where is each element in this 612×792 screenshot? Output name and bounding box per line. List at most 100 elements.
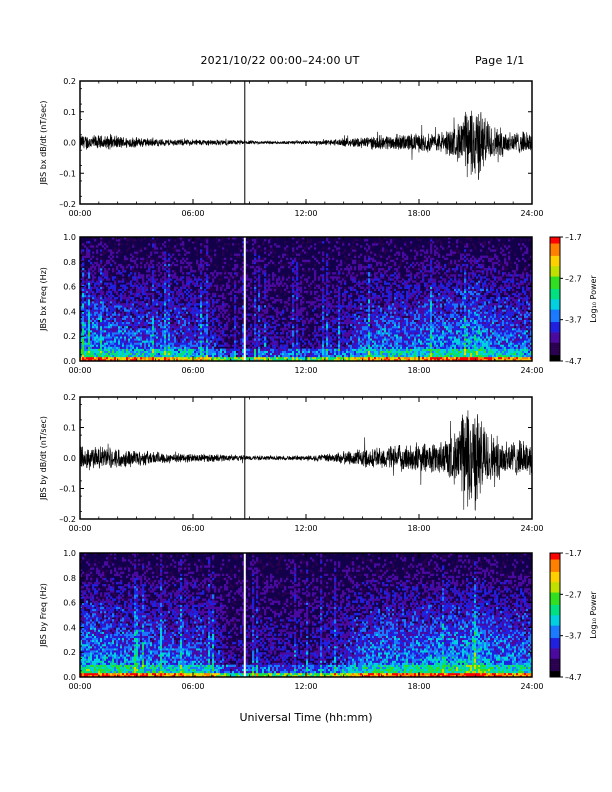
spectrogram-cell [136,285,138,287]
spectrogram-cell [162,322,164,324]
spectrogram-cell [88,344,90,346]
spectrogram-cell [176,351,178,353]
spectrogram-cell [132,324,134,326]
spectrogram-cell [118,324,120,326]
spectrogram-cell [338,274,340,276]
spectrogram-cell [150,330,152,332]
spectrogram-cell [124,324,126,326]
spectrogram-cell [188,334,190,336]
spectrogram-cell [280,291,282,293]
spectrogram-cell [288,349,290,351]
spectrogram-cell [316,332,318,334]
spectrogram-cell [326,316,328,318]
spectrogram-cell [314,349,316,351]
spectrogram-cell [154,316,156,318]
spectrogram-cell [132,330,134,332]
spectrogram-cell [208,353,210,355]
spectrogram-cell [176,297,178,299]
spectrogram-cell [130,357,132,359]
spectrogram-cell [282,313,284,315]
spectrogram-cell [312,351,314,353]
spectrogram-cell [108,268,110,270]
spectrogram-cell [270,336,272,338]
spectrogram-cell [180,289,182,291]
spectrogram-cell [160,338,162,340]
spectrogram-cell [336,324,338,326]
spectrogram-cell [202,303,204,305]
spectrogram-cell [162,330,164,332]
spectrogram-cell [314,351,316,353]
spectrogram-cell [274,274,276,276]
spectrogram-cell [236,353,238,355]
spectrogram-cell [162,353,164,355]
spectrogram-cell [88,297,90,299]
spectrogram-cell [162,324,164,326]
spectrogram-cell [274,289,276,291]
spectrogram-cell [86,289,88,291]
spectrogram-cell [258,256,260,258]
spectrogram-cell [188,320,190,322]
spectrogram-cell [230,276,232,278]
spectrogram-cell [254,301,256,303]
spectrogram-cell [186,297,188,299]
spectrogram-cell [104,313,106,315]
spectrogram-cell [132,353,134,355]
spectrogram-cell [104,251,106,253]
spectrogram-cell [128,303,130,305]
spectrogram-cell [300,264,302,266]
spectrogram-cell [136,322,138,324]
spectrogram-cell [180,297,182,299]
spectrogram-cell [298,262,300,264]
spectrogram-cell [188,357,190,359]
spectrogram-cell [146,324,148,326]
spectrogram-cell [286,342,288,344]
spectrogram-cell [114,355,116,357]
spectrogram-cell [260,316,262,318]
spectrogram-cell [298,239,300,241]
spectrogram-cell [124,268,126,270]
spectrogram-cell [156,278,158,280]
spectrogram-cell [152,318,154,320]
spectrogram-cell [190,287,192,289]
spectrogram-cell [192,307,194,309]
spectrogram-cell [90,305,92,307]
spectrogram-cell [150,357,152,359]
spectrogram-cell [128,297,130,299]
spectrogram-cell [114,332,116,334]
spectrogram-cell [124,287,126,289]
spectrogram-cell [86,326,88,328]
spectrogram-cell [206,322,208,324]
spectrogram-cell [126,264,128,266]
spectrogram-cell [332,320,334,322]
spectrogram-cell [96,307,98,309]
spectrogram-cell [82,299,84,301]
spectrogram-cell [188,347,190,349]
spectrogram-cell [208,328,210,330]
spectrogram-cell [272,301,274,303]
spectrogram-cell [192,303,194,305]
spectrogram-cell [144,357,146,359]
spectrogram-cell [168,334,170,336]
spectrogram-cell [206,245,208,247]
spectrogram-cell [312,280,314,282]
spectrogram-cell [94,322,96,324]
spectrogram-cell [210,320,212,322]
spectrogram-cell [136,276,138,278]
spectrogram-cell [114,313,116,315]
spectrogram-cell [170,318,172,320]
spectrogram-cell [152,316,154,318]
spectrogram-cell [162,357,164,359]
spectrogram-cell [158,320,160,322]
spectrogram-cell [202,320,204,322]
spectrogram-cell [204,347,206,349]
spectrogram-cell [246,334,248,336]
spectrogram-cell [112,330,114,332]
spectrogram-cell [114,303,116,305]
spectrogram-cell [192,320,194,322]
spectrogram-cell [178,332,180,334]
spectrogram-cell [138,316,140,318]
spectrogram-cell [140,258,142,260]
spectrogram-cell [176,287,178,289]
spectrogram-cell [198,349,200,351]
spectrogram-cell [180,355,182,357]
